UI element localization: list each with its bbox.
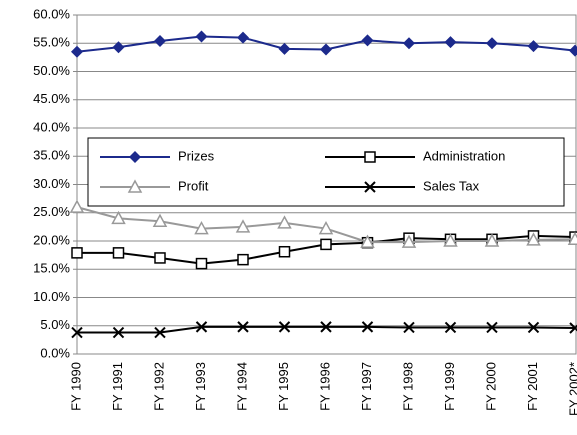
point: [486, 37, 498, 50]
point: [237, 321, 249, 333]
point: [71, 247, 83, 259]
point: [195, 321, 208, 333]
point: [278, 245, 291, 258]
legend-label: Administration: [423, 148, 505, 163]
point: [154, 252, 166, 264]
y-tick-label: 30.0%: [33, 176, 70, 191]
point: [195, 257, 208, 270]
legend-marker: [364, 151, 376, 163]
point: [112, 326, 125, 339]
point: [111, 210, 126, 225]
point: [112, 41, 125, 54]
legend-label: Sales Tax: [423, 178, 480, 193]
y-tick-label: 45.0%: [33, 91, 70, 106]
point: [194, 221, 209, 235]
x-tick-label: FY 1993: [193, 362, 208, 411]
point: [527, 40, 540, 53]
legend-label: Profit: [178, 178, 209, 193]
y-tick-label: 15.0%: [33, 261, 70, 276]
legend-marker: [127, 179, 143, 193]
point: [567, 231, 577, 246]
point: [569, 44, 577, 57]
y-tick-label: 25.0%: [33, 204, 70, 219]
point: [527, 321, 540, 334]
point: [237, 31, 249, 44]
point: [361, 321, 374, 333]
x-tick-label: FY 1997: [359, 362, 374, 411]
y-tick-label: 40.0%: [33, 119, 70, 134]
point: [444, 36, 457, 49]
point: [69, 199, 85, 213]
point: [320, 321, 332, 333]
point: [444, 321, 457, 334]
x-tick-label: FY 2002*: [566, 362, 577, 416]
x-tick-label: FY 2001: [525, 362, 540, 411]
y-tick-label: 0.0%: [40, 345, 70, 360]
y-tick-label: 55.0%: [33, 35, 70, 50]
x-tick-label: FY 1991: [110, 362, 125, 411]
point: [278, 321, 291, 333]
point: [443, 233, 458, 247]
x-tick-label: FY 1998: [400, 362, 415, 411]
point: [112, 247, 125, 259]
y-tick-label: 5.0%: [40, 317, 70, 332]
point: [237, 253, 249, 266]
point: [484, 233, 500, 247]
point: [361, 34, 374, 47]
point: [235, 219, 251, 233]
point: [401, 234, 417, 248]
point: [403, 37, 415, 50]
point: [71, 326, 83, 339]
y-tick-label: 60.0%: [33, 6, 70, 21]
point: [278, 42, 291, 55]
point: [486, 321, 498, 334]
y-tick-label: 20.0%: [33, 232, 70, 247]
legend: [87, 137, 565, 207]
x-tick-label: FY 1996: [317, 362, 332, 411]
y-tick-label: 50.0%: [33, 63, 70, 78]
legend-label: Prizes: [178, 148, 215, 163]
point: [318, 221, 334, 235]
point: [526, 232, 541, 246]
x-tick-label: FY 1990: [68, 362, 83, 411]
x-tick-label: FY 1994: [234, 362, 249, 411]
point: [71, 45, 83, 58]
point: [277, 215, 292, 229]
x-tick-label: FY 2000: [483, 362, 498, 411]
point: [154, 34, 166, 47]
point: [403, 321, 415, 334]
x-tick-label: FY 1995: [276, 362, 291, 411]
legend-marker: [364, 181, 376, 193]
x-tick-label: FY 1999: [442, 362, 457, 411]
y-tick-label: 35.0%: [33, 148, 70, 163]
point: [195, 30, 208, 43]
legend-marker: [129, 151, 141, 163]
point: [320, 43, 332, 56]
y-tick-label: 10.0%: [33, 289, 70, 304]
point: [360, 234, 375, 248]
point: [152, 213, 168, 227]
point: [320, 238, 332, 251]
point: [154, 326, 166, 339]
x-tick-label: FY 1992: [151, 362, 166, 411]
point: [569, 322, 577, 334]
